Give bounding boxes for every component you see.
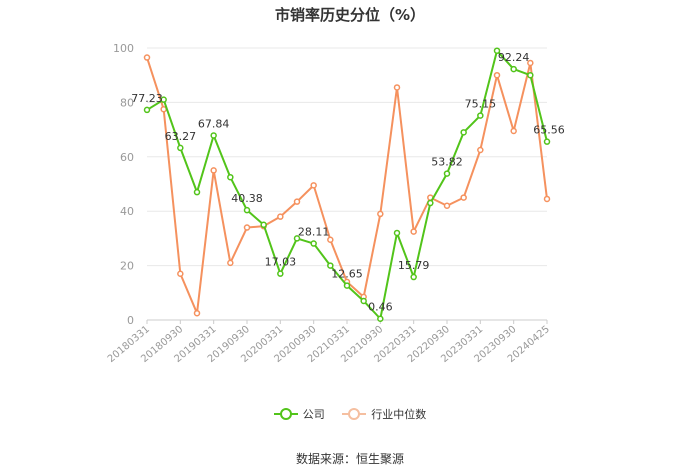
data-point-industry (410, 228, 417, 235)
data-point-industry (443, 202, 451, 210)
y-tick-label: 40 (120, 205, 134, 218)
data-point-company (243, 206, 251, 214)
data-label: 67.84 (198, 117, 230, 130)
data-point-company (310, 240, 317, 247)
data-point-industry (293, 198, 301, 205)
data-point-industry (543, 195, 551, 203)
y-tick-label: 0 (127, 314, 134, 327)
data-label: 15.79 (398, 259, 430, 272)
data-point-industry (327, 236, 334, 244)
data-point-industry (527, 59, 534, 67)
data-point-industry (460, 194, 467, 201)
legend: 公司 行业中位数 (0, 406, 700, 423)
data-point-company (460, 129, 467, 136)
data-point-company (393, 229, 401, 237)
data-point-company (277, 270, 284, 277)
legend-label-industry: 行业中位数 (371, 408, 427, 421)
data-point-company (360, 297, 367, 305)
data-point-industry (393, 84, 401, 91)
data-point-company (377, 315, 384, 322)
series-layer (143, 47, 551, 322)
data-point-company (177, 144, 184, 152)
data-label: 92.24 (498, 51, 530, 64)
data-point-company (477, 112, 484, 119)
data-point-industry (510, 127, 517, 135)
data-point-company (410, 273, 417, 281)
data-point-industry (477, 146, 484, 154)
data-point-industry (277, 213, 284, 220)
data-point-company (210, 132, 217, 139)
data-point-company (427, 199, 434, 207)
data-point-company (193, 188, 201, 196)
data-point-industry (227, 259, 234, 267)
data-point-company (327, 262, 334, 269)
data-point-industry (177, 270, 184, 278)
data-point-company (510, 65, 517, 73)
data-point-industry (243, 224, 251, 231)
data-point-industry (377, 210, 384, 218)
data-point-company (527, 71, 534, 79)
data-point-company (227, 173, 234, 181)
chart-title: 市销率历史分位（%） (274, 6, 426, 24)
data-point-company (160, 96, 167, 103)
legend-item-industry[interactable]: 行业中位数 (342, 406, 426, 422)
legend-swatch-industry (342, 408, 367, 420)
data-label: 17.03 (265, 256, 297, 269)
legend-label-company: 公司 (302, 408, 325, 421)
data-point-industry (143, 54, 151, 61)
y-tick-label: 60 (120, 151, 134, 164)
data-label: 53.82 (431, 156, 463, 169)
data-point-industry (193, 309, 201, 317)
data-source-note: 数据来源：恒生聚源 (295, 452, 404, 466)
data-label: 75.15 (465, 98, 497, 111)
data-point-company (443, 170, 451, 177)
data-label: 65.56 (533, 124, 565, 137)
data-point-company (293, 235, 301, 242)
data-label: 0.46 (368, 301, 393, 314)
legend-item-company[interactable]: 公司 (273, 406, 325, 422)
y-tick-label: 100 (113, 42, 134, 55)
data-point-company (260, 221, 267, 229)
data-label: 40.38 (231, 192, 263, 205)
chart-plot: 0204060801002018033120180930201903312019… (106, 42, 565, 365)
data-label: 77.23 (131, 92, 163, 105)
data-label: 63.27 (165, 130, 197, 143)
data-label: 12.65 (331, 268, 363, 281)
data-point-company (543, 138, 551, 145)
data-label: 28.11 (298, 226, 330, 239)
data-point-company (493, 47, 501, 54)
data-point-industry (310, 182, 317, 189)
data-point-company (143, 106, 151, 114)
data-point-industry (493, 71, 501, 79)
legend-swatch-company (273, 408, 298, 420)
y-tick-label: 20 (120, 260, 134, 273)
data-point-industry (210, 167, 217, 174)
y-tick-label: 80 (120, 96, 134, 109)
data-point-company (343, 282, 351, 289)
